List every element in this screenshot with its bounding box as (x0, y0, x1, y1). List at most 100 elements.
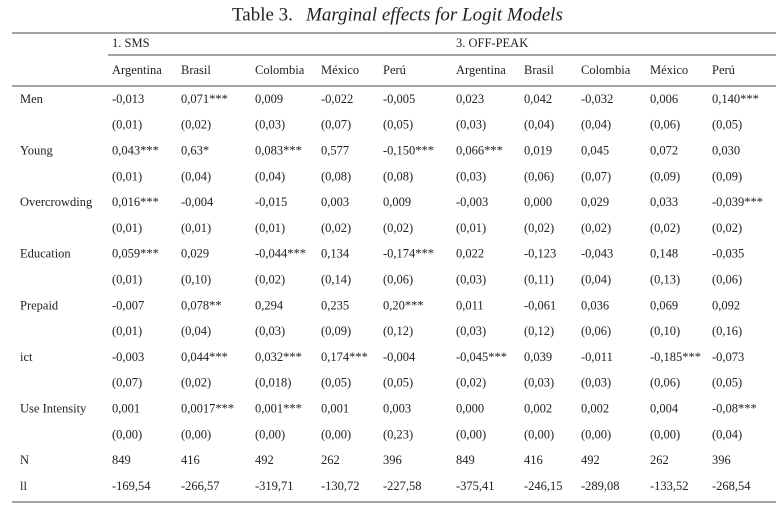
statistic: -266,57 (181, 479, 220, 493)
standard-error: (0,00) (112, 427, 142, 441)
standard-error: (0,01) (255, 221, 285, 235)
standard-error: (0,00) (581, 427, 611, 441)
column-header: Argentina (112, 63, 162, 77)
standard-error: (0,05) (383, 376, 413, 390)
standard-error: (0,04) (712, 427, 742, 441)
coefficient: -0,039*** (712, 195, 763, 209)
coefficient: 0,059*** (112, 247, 159, 261)
standard-error: (0,02) (383, 221, 413, 235)
row-label: Use Intensity (20, 401, 87, 415)
standard-error: (0,04) (181, 324, 211, 338)
coefficient: 0,148 (650, 247, 678, 261)
coefficient: 0,071*** (181, 92, 228, 106)
coefficient: -0,174*** (383, 247, 434, 261)
statistic: -169,54 (112, 479, 151, 493)
row-label: Young (20, 143, 54, 157)
table-number: Table 3. (232, 4, 293, 25)
column-header: Perú (712, 63, 736, 77)
standard-error: (0,03) (456, 169, 486, 183)
coefficient: 0,029 (581, 195, 609, 209)
coefficient: -0,044*** (255, 247, 306, 261)
coefficient: 0,001 (321, 401, 349, 415)
standard-error: (0,00) (456, 427, 486, 441)
coefficient: 0,002 (581, 401, 609, 415)
statistic: 492 (581, 453, 600, 467)
coefficient: 0,045 (581, 143, 609, 157)
coefficient: 0,235 (321, 298, 349, 312)
column-header: Argentina (456, 63, 506, 77)
coefficient: -0,004 (383, 350, 416, 364)
standard-error: (0,00) (524, 427, 554, 441)
coefficient: 0,002 (524, 401, 552, 415)
standard-error: (0,06) (383, 272, 413, 286)
standard-error: (0,08) (321, 169, 351, 183)
standard-error: (0,03) (456, 324, 486, 338)
coefficient: -0,003 (112, 350, 144, 364)
statistic: -130,72 (321, 479, 360, 493)
coefficient: 0,20*** (383, 298, 424, 312)
group-header: 1. SMS (112, 36, 150, 50)
coefficient: -0,005 (383, 92, 415, 106)
standard-error: (0,23) (383, 427, 413, 441)
standard-error: (0,03) (255, 118, 285, 132)
standard-error: (0,02) (456, 376, 486, 390)
column-header: México (650, 63, 688, 77)
coefficient: 0,032*** (255, 350, 302, 364)
standard-error: (0,06) (650, 118, 680, 132)
coefficient: 0,009 (255, 92, 283, 106)
standard-error: (0,00) (181, 427, 211, 441)
column-header: Brasil (524, 63, 554, 77)
statistic: -319,71 (255, 479, 294, 493)
statistic: -227,58 (383, 479, 422, 493)
coefficient: 0,004 (650, 401, 679, 415)
standard-error: (0,07) (581, 169, 611, 183)
coefficient: -0,004 (181, 195, 214, 209)
standard-error: (0,11) (524, 272, 554, 286)
standard-error: (0,01) (112, 169, 142, 183)
coefficient: -0,015 (255, 195, 287, 209)
standard-error: (0,04) (181, 169, 211, 183)
coefficient: 0,009 (383, 195, 411, 209)
statistic: -289,08 (581, 479, 620, 493)
standard-error: (0,01) (181, 221, 211, 235)
statistic: -133,52 (650, 479, 689, 493)
coefficient: 0,043*** (112, 143, 159, 157)
statistic: 849 (112, 453, 131, 467)
standard-error: (0,02) (581, 221, 611, 235)
standard-error: (0,05) (321, 376, 351, 390)
coefficient: -0,061 (524, 298, 556, 312)
standard-error: (0,02) (524, 221, 554, 235)
coefficient: -0,073 (712, 350, 744, 364)
standard-error: (0,00) (321, 427, 351, 441)
standard-error: (0,05) (712, 376, 742, 390)
standard-error: (0,05) (383, 118, 413, 132)
row-label: ll (20, 479, 27, 493)
standard-error: (0,14) (321, 272, 351, 286)
standard-error: (0,01) (112, 118, 142, 132)
statistic: 262 (650, 453, 669, 467)
standard-error: (0,06) (712, 272, 742, 286)
standard-error: (0,07) (321, 118, 351, 132)
standard-error: (0,04) (524, 118, 554, 132)
coefficient: 0,030 (712, 143, 740, 157)
standard-error: (0,02) (255, 272, 285, 286)
coefficient: -0,011 (581, 350, 613, 364)
statistic: 492 (255, 453, 274, 467)
standard-error: (0,02) (712, 221, 742, 235)
row-label: Men (20, 92, 44, 106)
statistic: -246,15 (524, 479, 563, 493)
coefficient: 0,044*** (181, 350, 228, 364)
coefficient: 0,072 (650, 143, 678, 157)
coefficient: 0,039 (524, 350, 552, 364)
column-header: Colombia (255, 63, 305, 77)
standard-error: (0,06) (581, 324, 611, 338)
standard-error: (0,02) (321, 221, 351, 235)
coefficient: 0,011 (456, 298, 484, 312)
statistic: -375,41 (456, 479, 495, 493)
coefficient: -0,08*** (712, 401, 757, 415)
standard-error: (0,03) (581, 376, 611, 390)
column-header: México (321, 63, 359, 77)
standard-error: (0,16) (712, 324, 742, 338)
statistic: 396 (383, 453, 402, 467)
standard-error: (0,09) (712, 169, 742, 183)
